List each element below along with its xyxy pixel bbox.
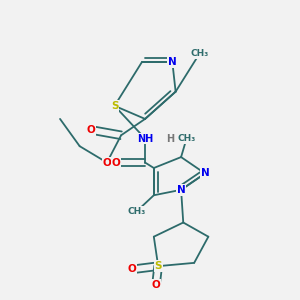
Text: CH₃: CH₃ [190,49,209,58]
Text: N: N [177,185,185,195]
Text: O: O [152,280,160,290]
Text: N: N [201,168,209,178]
Text: N: N [168,57,177,67]
Text: NH: NH [137,134,153,143]
Text: O: O [103,158,111,167]
Text: H: H [166,134,174,143]
Text: S: S [111,101,118,111]
Text: O: O [128,264,136,274]
Text: CH₃: CH₃ [127,207,146,216]
Text: S: S [154,261,162,271]
Text: O: O [111,158,120,167]
Text: O: O [86,125,95,135]
Text: CH₃: CH₃ [177,134,196,143]
